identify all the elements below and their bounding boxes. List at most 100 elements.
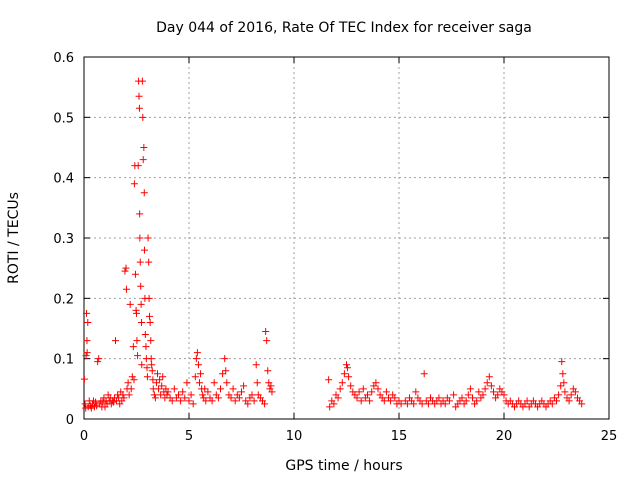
x-tick-label: 0 [80, 429, 88, 444]
data-point [267, 382, 275, 390]
data-point [159, 373, 167, 381]
data-point [151, 394, 159, 402]
data-point [146, 312, 154, 320]
data-point [155, 385, 163, 393]
data-point [240, 382, 248, 390]
y-tick-label: 0.4 [53, 172, 74, 187]
data-point [92, 398, 100, 406]
x-tick-label: 25 [601, 429, 618, 444]
data-point [181, 394, 189, 402]
y-tick-label: 0.5 [53, 111, 74, 126]
data-point [136, 258, 144, 266]
data-point [125, 391, 133, 399]
data-point [368, 388, 376, 396]
data-point [127, 385, 135, 393]
data-point [112, 337, 119, 345]
data-point [183, 379, 191, 387]
data-point [140, 246, 148, 254]
x-tick-label: 10 [286, 429, 303, 444]
data-point [134, 162, 142, 170]
data-point [464, 391, 472, 399]
data-point [150, 391, 158, 399]
x-tick-label: 5 [185, 429, 193, 444]
data-point [560, 379, 568, 387]
data-point [382, 388, 390, 396]
data-point [334, 394, 342, 402]
data-point [548, 400, 556, 408]
data-point [397, 400, 405, 408]
data-point [435, 394, 443, 402]
data-point [140, 144, 148, 151]
data-point [147, 337, 155, 345]
data-point [325, 376, 333, 384]
data-point [83, 337, 91, 345]
data-point [137, 282, 145, 290]
data-point [462, 397, 470, 405]
data-point [143, 364, 151, 372]
data-point [217, 385, 224, 393]
data-point [357, 397, 365, 405]
data-point [128, 373, 136, 381]
data-point [142, 343, 150, 351]
data-point [330, 400, 338, 408]
data-point [148, 367, 156, 375]
data-point [338, 379, 346, 387]
data-point [138, 77, 146, 85]
data-point [262, 328, 270, 336]
data-point [109, 398, 117, 406]
data-point [136, 210, 144, 218]
data-point [250, 397, 258, 405]
data-point [336, 385, 344, 393]
data-point [177, 397, 185, 405]
data-point [187, 391, 195, 399]
data-point [135, 104, 143, 112]
data-point [263, 337, 271, 345]
data-point [219, 370, 227, 378]
data-point [441, 400, 449, 408]
data-point [420, 370, 428, 378]
data-point [194, 361, 202, 369]
data-point [253, 379, 261, 387]
data-point [481, 385, 489, 393]
data-point [227, 394, 235, 402]
data-point [571, 388, 579, 396]
data-point [565, 397, 573, 405]
data-point [133, 337, 141, 345]
y-tick-label: 0.6 [53, 51, 74, 66]
data-point [340, 370, 348, 378]
x-tick-label: 20 [496, 429, 513, 444]
data-point [553, 397, 560, 405]
data-point [83, 349, 91, 357]
data-point [344, 364, 352, 372]
data-point [135, 92, 143, 100]
data-point [445, 397, 453, 405]
data-point [193, 349, 201, 357]
data-point [561, 388, 569, 396]
data-point [374, 385, 382, 393]
data-point [578, 400, 586, 408]
data-point [93, 402, 101, 410]
data-point [353, 394, 361, 402]
data-point [214, 394, 222, 402]
data-point [222, 367, 230, 375]
data-point [170, 385, 178, 393]
y-tick-label: 0.1 [53, 353, 74, 368]
data-point [238, 388, 245, 396]
data-point [146, 318, 154, 326]
data-point [208, 397, 216, 405]
data-point [189, 400, 197, 408]
data-point [458, 394, 466, 402]
data-point [500, 391, 508, 399]
data-point [99, 398, 107, 406]
data-point [143, 373, 151, 381]
data-point [201, 385, 209, 393]
data-point [223, 379, 231, 387]
data-point [185, 397, 193, 405]
data-point [130, 376, 138, 384]
data-point [157, 391, 165, 399]
y-axis-label: ROTI / TECUs [6, 192, 22, 284]
data-point [95, 355, 103, 363]
data-point [229, 385, 237, 393]
data-point [523, 397, 531, 405]
data-point [418, 400, 426, 408]
